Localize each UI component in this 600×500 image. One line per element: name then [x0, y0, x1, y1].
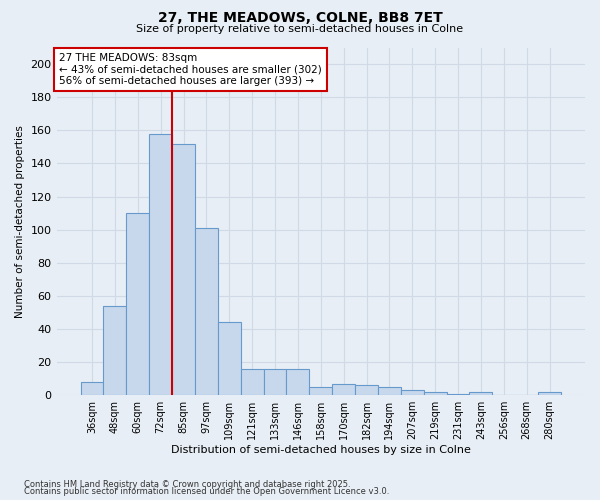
Text: 27 THE MEADOWS: 83sqm
← 43% of semi-detached houses are smaller (302)
56% of sem: 27 THE MEADOWS: 83sqm ← 43% of semi-deta…	[59, 52, 322, 86]
Text: Contains public sector information licensed under the Open Government Licence v3: Contains public sector information licen…	[24, 488, 389, 496]
Bar	[195, 228, 218, 395]
X-axis label: Distribution of semi-detached houses by size in Colne: Distribution of semi-detached houses by …	[171, 445, 471, 455]
Bar	[80, 382, 103, 395]
Bar	[241, 368, 263, 395]
Text: 27, THE MEADOWS, COLNE, BB8 7ET: 27, THE MEADOWS, COLNE, BB8 7ET	[158, 11, 442, 25]
Bar	[424, 392, 446, 395]
Bar	[286, 368, 310, 395]
Bar	[401, 390, 424, 395]
Bar	[446, 394, 469, 395]
Bar	[218, 322, 241, 395]
Text: Size of property relative to semi-detached houses in Colne: Size of property relative to semi-detach…	[136, 24, 464, 34]
Bar	[127, 213, 149, 395]
Bar	[378, 387, 401, 395]
Bar	[103, 306, 127, 395]
Bar	[332, 384, 355, 395]
Bar	[538, 392, 561, 395]
Bar	[469, 392, 493, 395]
Bar	[263, 368, 286, 395]
Bar	[310, 387, 332, 395]
Bar	[172, 144, 195, 395]
Text: Contains HM Land Registry data © Crown copyright and database right 2025.: Contains HM Land Registry data © Crown c…	[24, 480, 350, 489]
Bar	[149, 134, 172, 395]
Bar	[355, 386, 378, 395]
Y-axis label: Number of semi-detached properties: Number of semi-detached properties	[15, 125, 25, 318]
